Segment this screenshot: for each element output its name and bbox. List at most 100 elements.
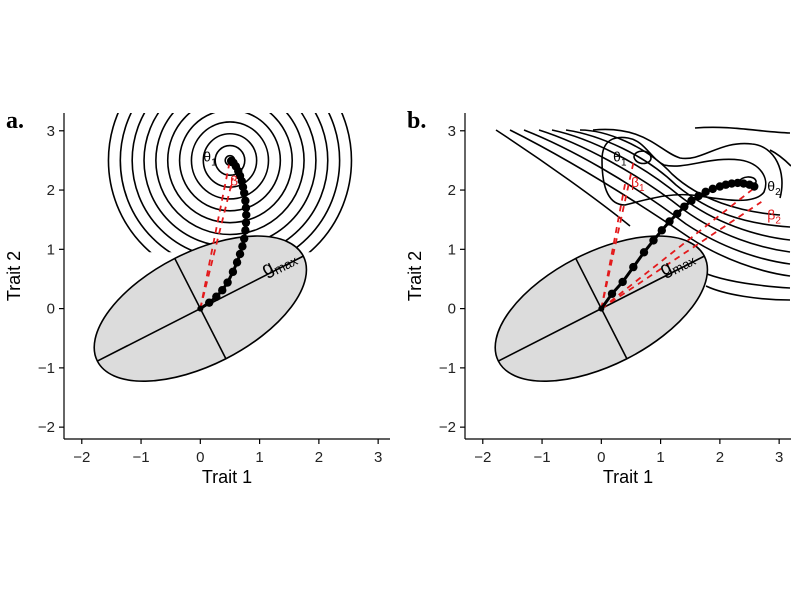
contour-12 bbox=[694, 126, 791, 134]
panel-b-theta1-sub: 1 bbox=[621, 158, 627, 169]
trajectory-point bbox=[241, 196, 250, 205]
panel-b-selection-gradients bbox=[600, 160, 762, 310]
contour-8 bbox=[509, 129, 791, 277]
selection-gradient-line bbox=[199, 177, 234, 309]
panel-b-theta1-main: θ bbox=[613, 149, 621, 165]
y-tick-label: 1 bbox=[47, 241, 55, 258]
contour-9 bbox=[495, 129, 631, 227]
contour-peak1 bbox=[633, 150, 652, 165]
contour-11 bbox=[705, 285, 791, 301]
trajectory-point bbox=[223, 278, 232, 287]
trajectory-point bbox=[197, 305, 204, 312]
panel-b-plot-area bbox=[494, 126, 791, 382]
contour-5 bbox=[551, 129, 791, 241]
contour-ring bbox=[190, 121, 270, 200]
panel-a-theta1-sub: 1 bbox=[211, 158, 217, 169]
panel-b-theta2-main: θ bbox=[767, 178, 775, 194]
trajectory-point bbox=[241, 226, 250, 235]
trajectory-point bbox=[241, 218, 251, 227]
contour-ring bbox=[131, 113, 329, 253]
trajectory-point bbox=[672, 209, 682, 218]
panel-b-theta2-label: θ2 bbox=[767, 178, 781, 198]
trajectory-point bbox=[212, 292, 221, 301]
y-tick-label: −2 bbox=[439, 419, 456, 436]
x-tick-label: 1 bbox=[656, 449, 664, 466]
panel-b: b. bbox=[405, 108, 791, 487]
panel-b-theta2-sub: 2 bbox=[775, 187, 781, 198]
contour-ring bbox=[155, 113, 305, 236]
panel-a-beta-label: β bbox=[230, 172, 238, 188]
x-tick-label: 2 bbox=[716, 449, 724, 466]
x-tick-label: −2 bbox=[474, 449, 491, 466]
contour-ring bbox=[178, 113, 282, 212]
contour-7 bbox=[523, 129, 791, 265]
x-tick-label: 0 bbox=[597, 449, 605, 466]
trajectory-point bbox=[241, 203, 251, 213]
contour-ring bbox=[214, 144, 246, 177]
panel-b-beta2-main: β bbox=[767, 207, 775, 223]
panel-b-ticks: −2 −2 −1 −1 0 0 1 1 2 2 3 3 bbox=[439, 123, 783, 466]
trajectory-point bbox=[629, 262, 638, 272]
x-tick-label: 2 bbox=[315, 449, 323, 466]
trajectory-point bbox=[607, 289, 617, 298]
trajectory-point bbox=[226, 156, 236, 166]
x-tick-label: 3 bbox=[775, 449, 783, 466]
contour-13 bbox=[769, 149, 791, 167]
x-tick-label: −1 bbox=[533, 449, 550, 466]
panel-a-theta1-label: θ1 bbox=[203, 149, 217, 169]
y-tick-label: −1 bbox=[38, 360, 55, 377]
y-tick-label: −1 bbox=[439, 360, 456, 377]
trajectory-point bbox=[205, 298, 214, 307]
panel-a-theta1-main: θ bbox=[203, 149, 211, 165]
trajectory-point bbox=[680, 202, 689, 211]
trajectory-point bbox=[639, 248, 649, 257]
y-tick-label: 0 bbox=[47, 301, 55, 318]
y-tick-label: −2 bbox=[38, 419, 55, 436]
contour-2 bbox=[592, 128, 783, 199]
y-tick-label: 3 bbox=[47, 123, 55, 140]
panel-a-trajectory bbox=[197, 156, 251, 312]
panel-b-letter: b. bbox=[407, 108, 426, 134]
x-tick-label: −1 bbox=[132, 449, 149, 466]
trajectory-point bbox=[618, 277, 627, 287]
panel-b-beta2-label: β2 bbox=[767, 207, 781, 227]
contour-4 bbox=[565, 129, 791, 228]
panel-a-y-axis-title: Trait 2 bbox=[4, 251, 24, 301]
trajectory-point bbox=[238, 242, 247, 251]
panel-b-trajectory bbox=[598, 178, 759, 312]
trajectory-point bbox=[598, 305, 605, 312]
panel-b-beta2-sub: 2 bbox=[775, 216, 781, 227]
panel-b-beta1-sub: 1 bbox=[639, 183, 645, 194]
panel-a-letter: a. bbox=[6, 108, 24, 134]
trajectory-point bbox=[687, 196, 696, 205]
trajectory-point bbox=[232, 258, 242, 267]
y-tick-label: 3 bbox=[448, 123, 456, 140]
contour-ring bbox=[166, 113, 293, 224]
panel-b-theta1-label: θ1 bbox=[613, 149, 627, 169]
panel-b-beta1-main: β bbox=[631, 174, 639, 190]
contour-3 bbox=[579, 129, 781, 216]
x-tick-label: 3 bbox=[374, 449, 382, 466]
y-tick-label: 0 bbox=[448, 301, 456, 318]
contour-10 bbox=[701, 271, 791, 289]
contour-6 bbox=[538, 129, 791, 253]
trajectory-point bbox=[228, 267, 238, 277]
trajectory-point bbox=[242, 210, 251, 220]
trajectory-point bbox=[750, 182, 759, 191]
trajectory-point bbox=[239, 234, 249, 243]
contour-ring bbox=[119, 113, 341, 253]
trajectory-point bbox=[218, 286, 227, 295]
panel-a-fitness-contours bbox=[107, 113, 353, 253]
x-tick-label: −2 bbox=[73, 449, 90, 466]
trajectory-point bbox=[657, 226, 666, 235]
y-tick-label: 2 bbox=[47, 182, 55, 199]
panel-a-x-axis-title: Trait 1 bbox=[202, 467, 252, 487]
panel-a-selection-gradients bbox=[199, 160, 234, 309]
trajectory-point bbox=[649, 236, 658, 245]
trajectory-point bbox=[701, 187, 710, 197]
panel-a-ticks: −2 −2 −1 −1 0 0 1 1 2 2 3 3 bbox=[38, 123, 382, 466]
x-tick-label: 1 bbox=[255, 449, 263, 466]
panel-b-x-axis-title: Trait 1 bbox=[603, 467, 653, 487]
